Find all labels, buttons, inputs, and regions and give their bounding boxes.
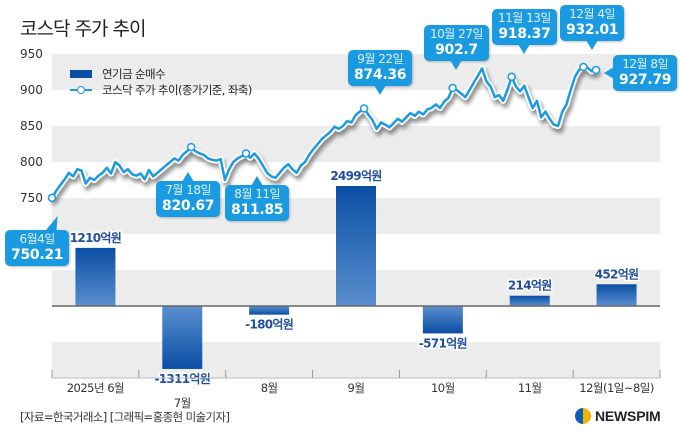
newspim-logo-icon [575, 408, 591, 424]
callout-value: 902.7 [435, 42, 478, 58]
bar-value-label: -1311억원 [155, 372, 211, 386]
callout-jul18: 7월 18일 820.67 [156, 172, 221, 217]
bar [596, 284, 637, 306]
bar-value-label: 2499억원 [330, 169, 381, 183]
highlight-point [448, 83, 457, 93]
background-band [52, 342, 660, 378]
callout-value: 927.79 [619, 72, 672, 88]
callout-date: 10월 27일 [430, 27, 483, 41]
callout-value: 918.37 [498, 26, 551, 42]
bar-series: 1210억원 -1311억원 -180억원 2499억원 -571억원 214억원 452억… [68, 168, 640, 388]
legend-item-line: 코스닥 주가 추이(종가기준, 좌축) [70, 82, 252, 98]
x-tick-label: 9월 [348, 381, 365, 395]
line-swatch-icon [70, 86, 92, 94]
y-tick-label: 950 [20, 47, 43, 61]
x-tick-label: 7월 [174, 396, 191, 410]
bar [336, 186, 376, 306]
newspim-logo: NEWSPIM [575, 408, 661, 424]
callout-value: 811.85 [231, 202, 284, 218]
highlight-point [241, 149, 251, 158]
bar [162, 306, 203, 369]
highlight-point [186, 142, 196, 152]
bar-value-label: 1210억원 [70, 231, 121, 245]
line-markers [47, 62, 601, 203]
callout-jun4: 6월4일 750.21 [5, 230, 70, 266]
callout-sep22: 9월 22일 874.36 [348, 50, 413, 95]
callout-date: 7월 18일 [165, 183, 212, 197]
highlight-point [579, 62, 588, 72]
y-tick-label: 750 [20, 191, 43, 205]
bar-value-label: -180억원 [245, 318, 293, 332]
legend-item-bar: 연기금 순매수 [70, 66, 252, 82]
callout-date: 12월 8일 [622, 57, 669, 71]
callout-date: 9월 22일 [357, 52, 404, 66]
callout-date: 11월 13일 [498, 11, 551, 25]
y-axis: 950 900 850 800 750 [20, 47, 43, 205]
bar [249, 306, 290, 315]
callout-oct27: 10월 27일 902.7 [424, 25, 489, 70]
callout-date: 12월 4일 [569, 7, 616, 21]
callout-nov13: 11월 13일 918.37 [492, 9, 557, 54]
callout-dec8: 12월 8일 927.79 [603, 55, 678, 91]
highlight-point [359, 104, 369, 113]
x-tick-label: 8월 [261, 381, 278, 395]
callout-date: 8월 11일 [234, 187, 281, 201]
callout-value: 874.36 [354, 67, 407, 83]
kosdaq-line [50, 65, 598, 200]
y-tick-label: 850 [20, 119, 43, 133]
legend-line-label: 코스닥 주가 추이(종가기준, 좌축) [102, 83, 252, 97]
x-tick-label: 10월 [431, 381, 455, 395]
highlight-point [591, 65, 601, 75]
callout-date: 6월4일 [19, 232, 55, 246]
chart-title: 코스닥 주가 추이 [20, 18, 146, 40]
bar-value-label: 214억원 [508, 279, 552, 293]
bar [422, 306, 463, 334]
logo-text: NEWSPIM [595, 408, 661, 424]
callout-value: 820.67 [162, 198, 215, 214]
bar [509, 295, 550, 306]
source-credit: [자료=한국거래소] [그래픽=홍종현 미술기자] [20, 410, 230, 424]
legend: 연기금 순매수 코스닥 주가 추이(종가기준, 좌축) [70, 66, 252, 98]
bar-swatch-icon [70, 70, 92, 78]
callout-value: 932.01 [566, 22, 619, 38]
x-tick-label: 11월 [518, 381, 542, 395]
x-axis: 2025년 6월 7월 8월 9월 10월 11월 12월(1일~8일) [51, 370, 661, 410]
callout-aug11: 8월 11일 811.85 [225, 176, 290, 221]
legend-bar-label: 연기금 순매수 [102, 67, 166, 81]
background-band [52, 126, 660, 162]
callout-dec4: 12월 4일 932.01 [560, 5, 625, 50]
highlight-point [507, 72, 516, 82]
bar-value-label: -571억원 [419, 336, 467, 350]
line-series [49, 64, 599, 201]
callout-value: 750.21 [11, 247, 64, 263]
y-tick-label: 800 [20, 155, 43, 169]
bar-value-label: 452억원 [595, 267, 639, 281]
y-tick-label: 900 [20, 83, 43, 97]
x-tick-label: 12월(1일~8일) [579, 381, 654, 395]
x-tick-label: 2025년 6월 [67, 381, 124, 395]
bar [75, 247, 116, 306]
highlight-point [47, 193, 57, 203]
